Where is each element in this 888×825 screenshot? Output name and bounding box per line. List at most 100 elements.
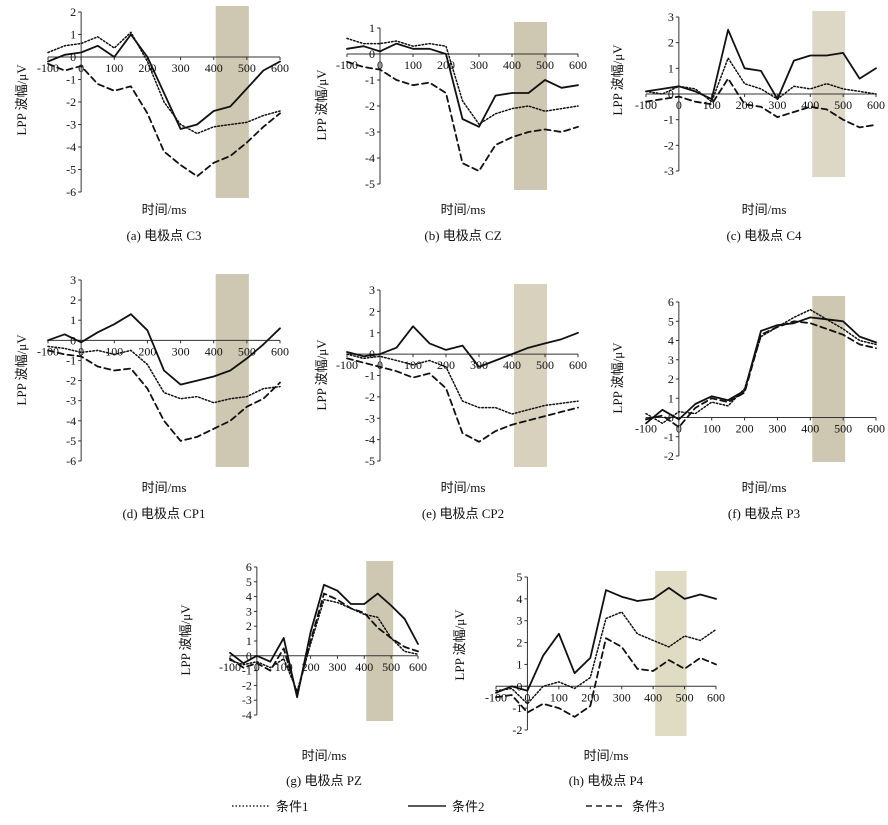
x-tick-label: 300 (172, 344, 190, 358)
y-tick-label: -1 (365, 73, 375, 87)
y-tick-label: -1 (66, 73, 76, 87)
erp-panel-1: 210-1-2-3-4-5-6-100 0 100 200 300 400 500 600LP… (14, 5, 289, 243)
y-tick-label: -1 (242, 664, 252, 678)
y-tick-label: 2 (70, 293, 76, 307)
x-tick-label: 200 (302, 660, 320, 674)
y-tick-label: 2 (516, 636, 522, 650)
y-tick-label: 0 (668, 87, 674, 101)
y-tick-label: -3 (365, 411, 375, 425)
y-tick-label: -3 (66, 118, 76, 132)
time-window-band (655, 571, 687, 736)
y-tick-label: 3 (246, 604, 252, 618)
series-line-condition1 (47, 31, 281, 135)
x-tick-label: 500 (676, 690, 694, 704)
y-tick-label: -2 (664, 449, 674, 463)
y-tick-label: 0 (369, 347, 375, 361)
series-line-condition2 (645, 316, 877, 425)
series-line-condition2 (346, 325, 579, 368)
x-tick-label: -100 (336, 58, 358, 72)
legend-label-condition3: 条件3 (632, 799, 665, 814)
y-axis-title: LPP 波幅/μV (178, 604, 193, 676)
series-line-condition3 (346, 357, 579, 443)
x-tick-label: 400 (801, 422, 819, 436)
y-tick-label: -5 (66, 163, 76, 177)
series-line-condition1 (495, 611, 717, 705)
y-tick-label: -6 (66, 185, 76, 199)
y-tick-label: 1 (668, 61, 674, 75)
y-tick-label: 1 (369, 21, 375, 35)
y-tick-label: -6 (66, 454, 76, 468)
y-axis-title: LPP 波幅/μV (314, 339, 329, 411)
x-tick-label: -100 (635, 422, 657, 436)
x-tick-label: 200 (736, 98, 754, 112)
x-tick-label: 500 (834, 422, 852, 436)
x-tick-label: 600 (707, 690, 725, 704)
x-axis-title: 时间/ms (584, 748, 629, 763)
time-window-band (215, 6, 249, 198)
y-tick-label: 3 (369, 283, 375, 297)
series-line-condition2 (47, 313, 281, 386)
x-tick-label: 300 (328, 660, 346, 674)
x-tick-label: 300 (613, 690, 631, 704)
y-tick-label: 3 (70, 273, 76, 287)
time-window-band (812, 296, 846, 462)
y-tick-label: -4 (66, 414, 76, 428)
x-axis-title: 时间/ms (441, 480, 486, 495)
y-tick-label: -1 (365, 369, 375, 383)
y-tick-label: -2 (242, 678, 252, 692)
series-line-condition1 (346, 37, 579, 125)
panel-caption: (c) 电极点 C4 (726, 228, 802, 243)
y-tick-label: 5 (246, 575, 252, 589)
x-tick-label: 100 (404, 58, 422, 72)
y-tick-label: -3 (242, 693, 252, 707)
y-tick-label: 1 (516, 657, 522, 671)
y-axis-title: LPP 波幅/μV (610, 44, 625, 116)
time-window-band (514, 284, 547, 467)
x-tick-label: 0 (676, 98, 682, 112)
x-tick-label: 0 (524, 690, 530, 704)
x-tick-label: 400 (355, 660, 373, 674)
y-axis-title: LPP 波幅/μV (14, 334, 29, 406)
y-tick-label: -3 (664, 164, 674, 178)
x-tick-label: 500 (536, 58, 554, 72)
x-axis-title: 时间/ms (742, 480, 787, 495)
y-tick-label: -3 (66, 394, 76, 408)
y-tick-label: -2 (66, 374, 76, 388)
x-tick-label: 100 (105, 344, 123, 358)
x-axis-title: 时间/ms (302, 748, 347, 763)
x-tick-label: 600 (867, 98, 885, 112)
y-tick-label: -2 (66, 95, 76, 109)
y-tick-label: -4 (242, 708, 252, 722)
series-line-condition3 (495, 637, 717, 718)
y-axis-title: LPP 波幅/μV (14, 64, 29, 136)
series-line-condition2 (495, 587, 717, 694)
x-tick-label: 100 (703, 422, 721, 436)
x-tick-label: 400 (503, 58, 521, 72)
y-tick-label: -5 (66, 434, 76, 448)
x-tick-label: 200 (736, 422, 754, 436)
x-tick-label: 300 (768, 422, 786, 436)
y-tick-label: -2 (664, 138, 674, 152)
y-tick-label: 1 (70, 313, 76, 327)
x-tick-label: -100 (219, 660, 241, 674)
y-tick-label: 0 (369, 47, 375, 61)
y-tick-label: 0 (70, 333, 76, 347)
x-tick-label: 400 (503, 358, 521, 372)
x-tick-label: 100 (703, 98, 721, 112)
x-tick-label: 400 (801, 98, 819, 112)
y-tick-label: -4 (66, 140, 76, 154)
y-tick-label: -5 (365, 177, 375, 191)
y-axis-title: LPP 波幅/μV (610, 342, 625, 414)
y-tick-label: 3 (668, 10, 674, 24)
x-tick-label: 400 (205, 61, 223, 75)
y-tick-label: 4 (246, 590, 252, 604)
y-tick-label: -1 (664, 113, 674, 127)
series-line-condition3 (346, 60, 579, 172)
y-tick-label: 2 (668, 36, 674, 50)
x-tick-label: 500 (238, 344, 256, 358)
x-tick-label: 600 (867, 422, 885, 436)
x-tick-label: 200 (581, 690, 599, 704)
